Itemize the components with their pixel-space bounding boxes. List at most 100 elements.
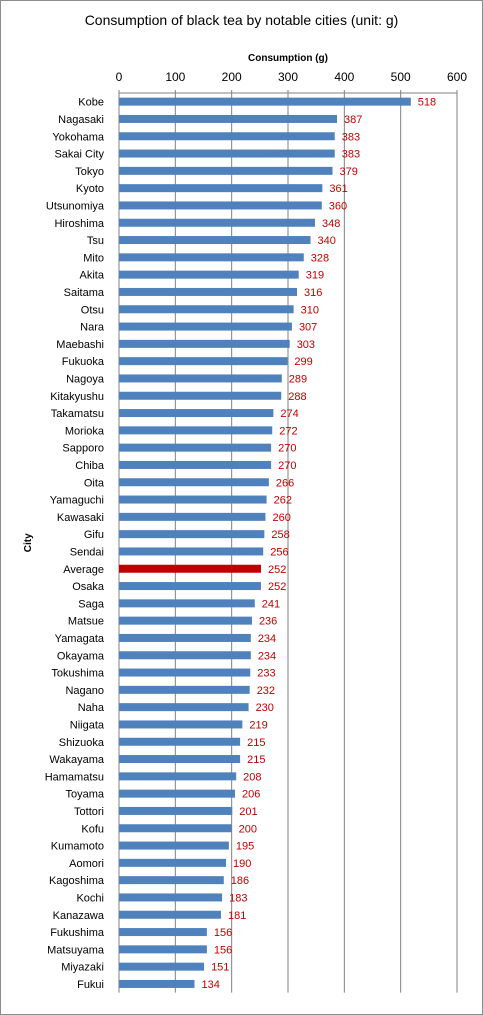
bar bbox=[119, 114, 338, 123]
category-label: Gifu bbox=[84, 529, 104, 541]
value-label: 186 bbox=[231, 875, 249, 887]
category-label: Osaka bbox=[72, 581, 105, 593]
value-label: 340 bbox=[318, 235, 336, 247]
category-label: Kagoshima bbox=[49, 875, 105, 887]
value-label: 387 bbox=[344, 114, 362, 126]
bar bbox=[119, 478, 269, 487]
value-label: 262 bbox=[274, 495, 292, 507]
category-label: Kawasaki bbox=[57, 512, 104, 524]
bar bbox=[119, 287, 298, 296]
bar bbox=[119, 564, 261, 573]
value-label: 134 bbox=[201, 979, 219, 991]
category-label: Kochi bbox=[76, 892, 104, 904]
category-label: Kofu bbox=[81, 823, 104, 835]
value-label: 201 bbox=[239, 806, 257, 818]
value-label: 232 bbox=[257, 685, 275, 697]
value-label: 219 bbox=[249, 719, 267, 731]
category-label: Wakayama bbox=[49, 754, 104, 766]
bars bbox=[119, 97, 411, 988]
category-label: Average bbox=[63, 564, 104, 576]
value-label: 256 bbox=[270, 546, 288, 558]
category-label: Kitakyushu bbox=[50, 391, 104, 403]
x-axis-title: Consumption (g) bbox=[248, 53, 328, 64]
category-label: Tokushima bbox=[51, 668, 104, 680]
bar bbox=[119, 460, 272, 469]
bar bbox=[119, 703, 249, 712]
category-label: Nara bbox=[80, 322, 105, 334]
bar bbox=[119, 166, 333, 175]
bar bbox=[119, 97, 411, 106]
category-label: Niigata bbox=[70, 719, 105, 731]
x-axis-ticks: 0 100 200 300 400 500 600 bbox=[116, 70, 468, 84]
bar bbox=[119, 824, 232, 833]
category-label: Shizuoka bbox=[59, 737, 105, 749]
bar bbox=[119, 305, 294, 314]
value-label: 383 bbox=[342, 149, 360, 161]
bar bbox=[119, 547, 264, 556]
bar bbox=[119, 737, 241, 746]
value-label: 288 bbox=[288, 391, 306, 403]
value-label: 383 bbox=[342, 131, 360, 143]
category-label: Kobe bbox=[78, 97, 104, 109]
value-label: 215 bbox=[247, 737, 265, 749]
value-label: 206 bbox=[242, 789, 260, 801]
bar bbox=[119, 322, 292, 331]
value-label: 348 bbox=[322, 218, 340, 230]
bar bbox=[119, 928, 207, 937]
value-label: 151 bbox=[211, 962, 229, 974]
value-label: 215 bbox=[247, 754, 265, 766]
bar bbox=[119, 720, 243, 729]
value-label: 200 bbox=[239, 823, 257, 835]
bar bbox=[119, 409, 274, 418]
bar bbox=[119, 201, 322, 210]
value-label: 307 bbox=[299, 322, 317, 334]
bar bbox=[119, 357, 288, 366]
category-label: Miyazaki bbox=[61, 962, 104, 974]
bar bbox=[119, 391, 282, 400]
value-label: 270 bbox=[278, 460, 296, 472]
category-label: Matsue bbox=[68, 616, 104, 628]
value-label: 252 bbox=[268, 581, 286, 593]
category-label: Tsu bbox=[87, 235, 104, 247]
category-label: Takamatsu bbox=[51, 408, 104, 420]
category-label: Chiba bbox=[75, 460, 105, 472]
bar bbox=[119, 599, 255, 608]
value-label: 270 bbox=[278, 443, 296, 455]
bar bbox=[119, 668, 251, 677]
value-label: 328 bbox=[311, 252, 329, 264]
value-label: 156 bbox=[214, 927, 232, 939]
category-label: Saitama bbox=[64, 287, 105, 299]
value-label: 260 bbox=[272, 512, 290, 524]
bar bbox=[119, 270, 299, 279]
x-tick-label: 600 bbox=[447, 70, 467, 84]
value-label: 241 bbox=[262, 598, 280, 610]
value-label: 289 bbox=[289, 373, 307, 385]
category-label: Yamaguchi bbox=[50, 495, 104, 507]
value-label: 190 bbox=[233, 858, 251, 870]
value-label: 360 bbox=[329, 200, 347, 212]
category-labels: Kobe Nagasaki Yokohama Sakai City Tokyo Kyoto… bbox=[45, 97, 105, 991]
bar bbox=[119, 339, 290, 348]
value-label: 303 bbox=[297, 339, 315, 351]
bar bbox=[119, 876, 224, 885]
category-label: Naha bbox=[78, 702, 105, 714]
category-label: Toyama bbox=[65, 789, 104, 801]
category-label: Fukui bbox=[77, 979, 104, 991]
bar bbox=[119, 893, 223, 902]
category-label: Tottori bbox=[74, 806, 104, 818]
category-label: Kumamoto bbox=[51, 841, 104, 853]
category-label: Saga bbox=[78, 598, 105, 610]
value-label: 310 bbox=[301, 304, 319, 316]
category-label: Fukuoka bbox=[62, 356, 105, 368]
value-label: 272 bbox=[279, 425, 297, 437]
bar bbox=[119, 910, 221, 919]
category-label: Yokohama bbox=[52, 131, 104, 143]
category-label: Sendai bbox=[70, 546, 104, 558]
bar bbox=[119, 945, 207, 954]
bar bbox=[119, 530, 265, 539]
value-label: 274 bbox=[280, 408, 298, 420]
x-tick-label: 500 bbox=[391, 70, 411, 84]
category-label: Nagano bbox=[65, 685, 104, 697]
bar bbox=[119, 132, 335, 141]
